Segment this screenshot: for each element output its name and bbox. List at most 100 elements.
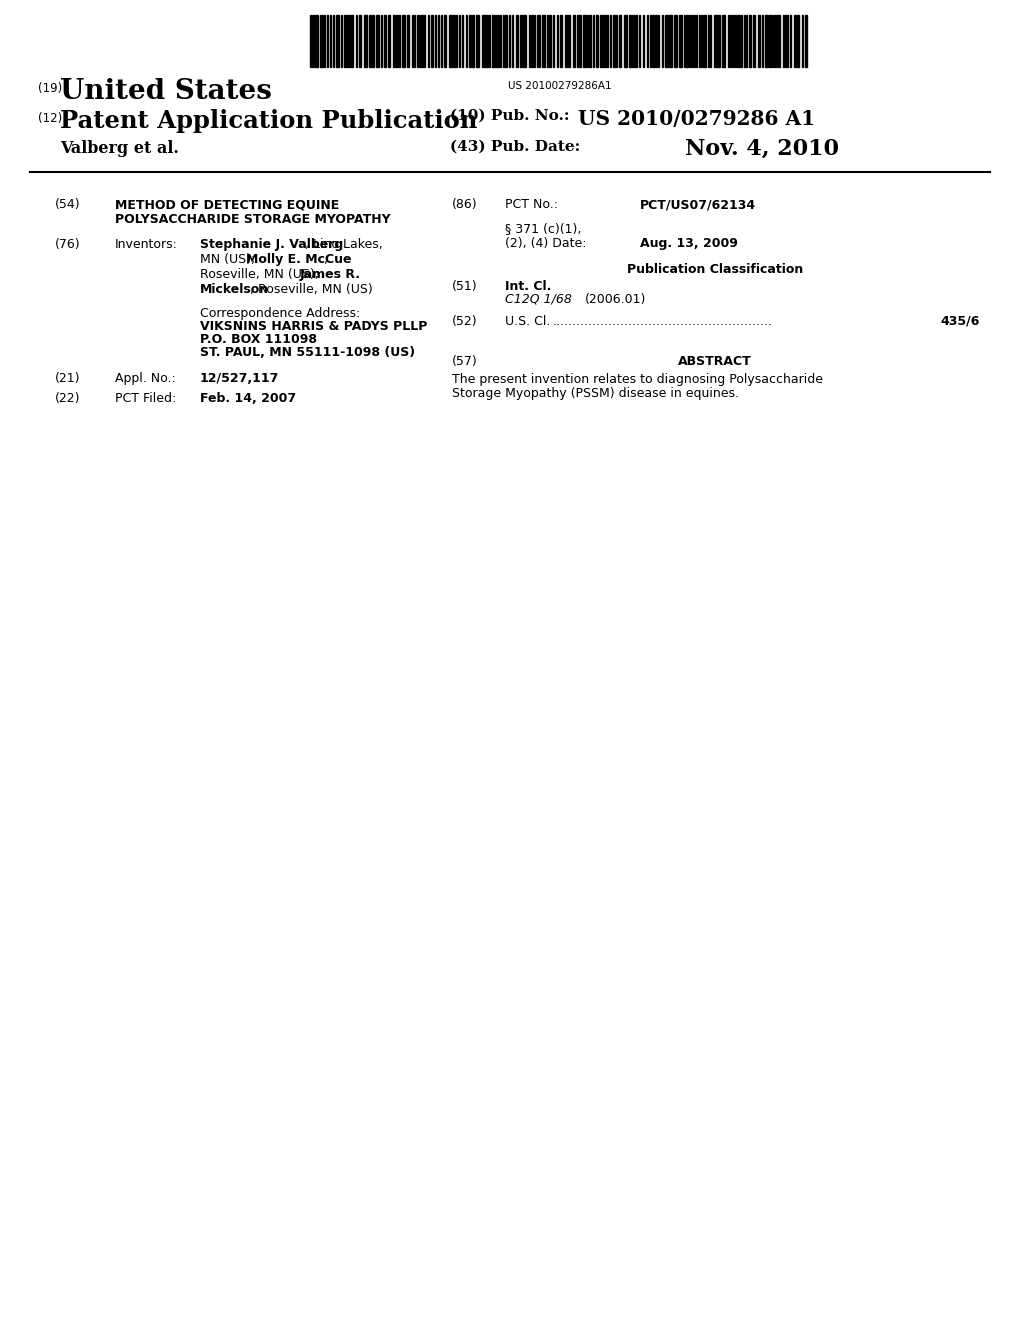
Text: (43) Pub. Date:: (43) Pub. Date: <box>450 140 581 154</box>
Text: (54): (54) <box>55 198 81 211</box>
Bar <box>669 15 672 67</box>
Bar <box>372 15 374 67</box>
Text: METHOD OF DETECTING EQUINE: METHOD OF DETECTING EQUINE <box>115 198 339 211</box>
Bar <box>384 15 386 67</box>
Text: 435/6: 435/6 <box>941 315 980 327</box>
Bar <box>476 15 479 67</box>
Bar <box>632 15 634 67</box>
Text: Int. Cl.: Int. Cl. <box>505 280 551 293</box>
Text: MN (US);: MN (US); <box>200 253 259 267</box>
Bar <box>655 15 657 67</box>
Bar <box>679 15 682 67</box>
Bar <box>714 15 717 67</box>
Bar <box>319 15 323 67</box>
Text: (2), (4) Date:: (2), (4) Date: <box>505 238 587 249</box>
Text: Nov. 4, 2010: Nov. 4, 2010 <box>685 139 839 160</box>
Bar <box>765 15 768 67</box>
Text: VIKSNINS HARRIS & PADYS PLLP: VIKSNINS HARRIS & PADYS PLLP <box>200 319 427 333</box>
Bar <box>449 15 452 67</box>
Bar <box>505 15 507 67</box>
Bar <box>315 15 318 67</box>
Bar <box>686 15 688 67</box>
Bar <box>496 15 499 67</box>
Bar <box>769 15 771 67</box>
Bar <box>336 15 339 67</box>
Bar <box>797 15 799 67</box>
Bar <box>312 15 314 67</box>
Bar <box>753 15 755 67</box>
Text: PCT Filed:: PCT Filed: <box>115 392 176 405</box>
Bar <box>516 15 518 67</box>
Bar <box>737 15 740 67</box>
Bar <box>730 15 732 67</box>
Bar <box>583 15 586 67</box>
Text: Correspondence Address:: Correspondence Address: <box>200 308 360 319</box>
Text: (19): (19) <box>38 82 62 95</box>
Bar <box>472 15 474 67</box>
Bar <box>393 15 395 67</box>
Bar <box>722 15 725 67</box>
Bar <box>376 15 379 67</box>
Bar <box>573 15 575 67</box>
Bar <box>388 15 390 67</box>
Bar <box>624 15 627 67</box>
Bar <box>421 15 423 67</box>
Bar <box>618 15 621 67</box>
Bar <box>431 15 433 67</box>
Bar <box>523 15 526 67</box>
Text: Appl. No.:: Appl. No.: <box>115 372 176 385</box>
Bar <box>344 15 346 67</box>
Text: PCT No.:: PCT No.: <box>505 198 558 211</box>
Bar <box>600 15 602 67</box>
Text: (52): (52) <box>452 315 477 327</box>
Bar <box>444 15 446 67</box>
Text: Inventors:: Inventors: <box>115 238 178 251</box>
Text: James R.: James R. <box>300 268 361 281</box>
Text: Publication Classification: Publication Classification <box>627 263 803 276</box>
Bar <box>402 15 406 67</box>
Bar <box>531 15 534 67</box>
Bar <box>718 15 720 67</box>
Text: (57): (57) <box>452 355 478 368</box>
Text: Stephanie J. Valberg: Stephanie J. Valberg <box>200 238 343 251</box>
Bar <box>635 15 637 67</box>
Text: ,: , <box>324 253 328 267</box>
Text: PCT/US07/62134: PCT/US07/62134 <box>640 198 756 211</box>
Bar <box>665 15 668 67</box>
Text: , Lino Lakes,: , Lino Lakes, <box>305 238 383 251</box>
Bar <box>758 15 760 67</box>
Text: Patent Application Publication: Patent Application Publication <box>60 110 477 133</box>
Bar <box>703 15 706 67</box>
Text: .......................................................: ........................................… <box>553 315 773 327</box>
Bar <box>453 15 455 67</box>
Text: (86): (86) <box>452 198 477 211</box>
Text: , Roseville, MN (US): , Roseville, MN (US) <box>250 282 373 296</box>
Bar <box>369 15 371 67</box>
Bar <box>560 15 562 67</box>
Bar <box>805 15 807 67</box>
Bar <box>603 15 606 67</box>
Bar <box>596 15 598 67</box>
Text: United States: United States <box>60 78 272 106</box>
Text: (51): (51) <box>452 280 477 293</box>
Text: (12): (12) <box>38 112 62 125</box>
Text: (10) Pub. No.:: (10) Pub. No.: <box>450 110 569 123</box>
Bar <box>549 15 551 67</box>
Text: US 2010/0279286 A1: US 2010/0279286 A1 <box>578 110 815 129</box>
Bar <box>396 15 398 67</box>
Text: P.O. BOX 111098: P.O. BOX 111098 <box>200 333 317 346</box>
Text: C12Q 1/68: C12Q 1/68 <box>505 293 571 306</box>
Text: Roseville, MN (US);: Roseville, MN (US); <box>200 268 323 281</box>
Bar <box>347 15 350 67</box>
Bar <box>629 15 631 67</box>
Bar <box>469 15 471 67</box>
Bar <box>492 15 495 67</box>
Bar <box>785 15 788 67</box>
Text: U.S. Cl.: U.S. Cl. <box>505 315 550 327</box>
Text: Storage Myopathy (PSSM) disease in equines.: Storage Myopathy (PSSM) disease in equin… <box>452 387 739 400</box>
Bar <box>482 15 485 67</box>
Text: § 371 (c)(1),: § 371 (c)(1), <box>505 222 582 235</box>
Text: (21): (21) <box>55 372 81 385</box>
Bar <box>794 15 796 67</box>
Text: Molly E. McCue: Molly E. McCue <box>246 253 351 267</box>
